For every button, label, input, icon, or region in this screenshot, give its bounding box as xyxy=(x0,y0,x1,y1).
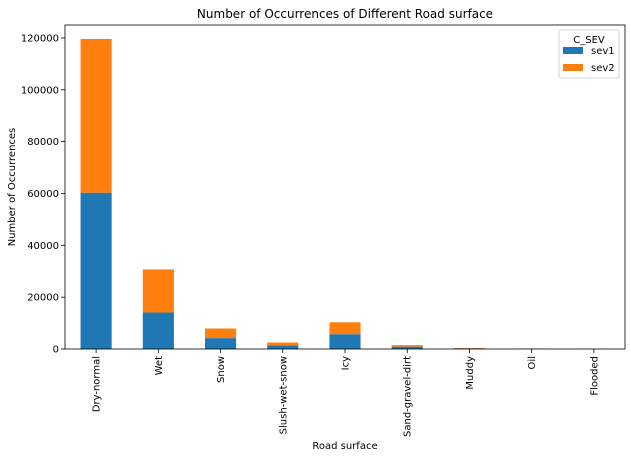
y-tick-label: 120000 xyxy=(21,33,59,44)
bar-sev2 xyxy=(392,345,423,347)
legend: C_SEV sev1 sev2 xyxy=(559,30,619,78)
x-tick-label: Dry-normal xyxy=(92,356,103,412)
bar-sev1 xyxy=(81,193,112,349)
x-tick-label: Wet xyxy=(154,356,165,375)
y-tick-label: 0 xyxy=(53,345,59,356)
legend-title: C_SEV xyxy=(573,35,605,46)
bar-sev2 xyxy=(81,39,112,193)
x-tick-label: Muddy xyxy=(465,356,476,390)
x-tick-label: Sand-gravel-dirt xyxy=(403,356,414,437)
y-axis-label: Number of Occurrences xyxy=(7,128,18,247)
y-tick-label: 40000 xyxy=(27,241,59,252)
legend-swatch-sev2 xyxy=(563,64,583,71)
x-tick-label: Snow xyxy=(216,356,227,383)
x-tick-label: Icy xyxy=(341,356,352,370)
legend-swatch-sev1 xyxy=(563,47,583,54)
chart-title: Number of Occurrences of Different Road … xyxy=(197,7,493,21)
bar-sev1 xyxy=(143,312,174,349)
bar-sev1 xyxy=(205,338,236,349)
y-tick-label: 100000 xyxy=(21,85,59,96)
bar-sev1 xyxy=(329,334,360,349)
legend-label-sev2: sev2 xyxy=(591,63,615,74)
y-tick-label: 20000 xyxy=(27,293,59,304)
bar-sev2 xyxy=(267,343,298,346)
y-tick-label: 60000 xyxy=(27,189,59,200)
y-tick-label: 80000 xyxy=(27,137,59,148)
x-tick-label: Flooded xyxy=(589,356,600,396)
x-axis-label: Road surface xyxy=(312,441,377,452)
bar-sev2 xyxy=(143,269,174,312)
legend-label-sev1: sev1 xyxy=(591,46,615,57)
x-tick-label: Oil xyxy=(527,356,538,369)
bar-sev2 xyxy=(329,322,360,334)
bar-sev1 xyxy=(267,345,298,349)
bar-sev2 xyxy=(205,329,236,339)
plot-area xyxy=(81,39,610,349)
x-tick-label: Slush-wet-snow xyxy=(278,356,289,434)
